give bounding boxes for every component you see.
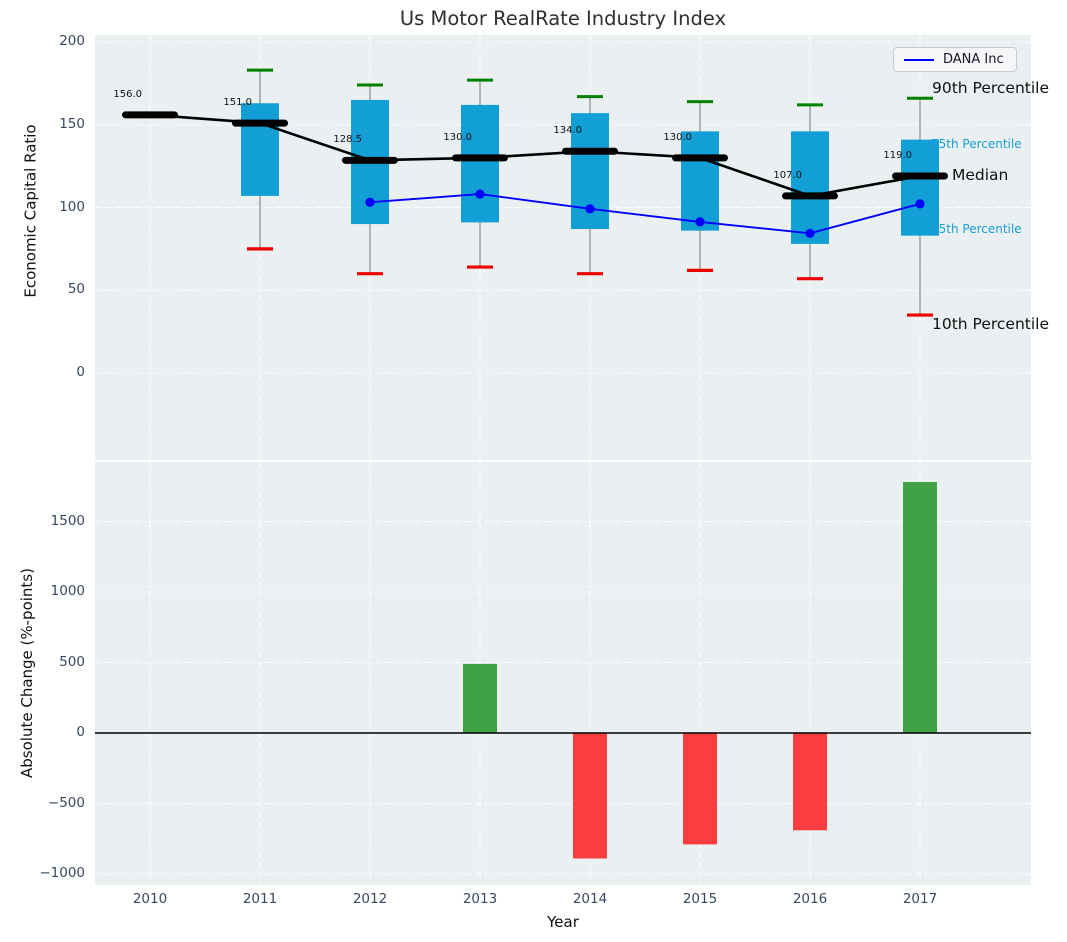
median-annotation: Median [952, 166, 1008, 184]
median-value-label: 130.0 [412, 132, 472, 143]
iqr-box [681, 131, 719, 230]
x-tick-label: 2010 [110, 891, 190, 907]
y-tick-label: 1500 [25, 513, 85, 529]
change-bar [903, 482, 937, 733]
median-segment [672, 154, 728, 161]
y-tick-label: 0 [25, 724, 85, 740]
y-tick-label: 200 [25, 33, 85, 49]
change-bar [793, 733, 827, 830]
figure: Us Motor RealRate Industry Index Economi… [0, 0, 1067, 942]
y-tick-label: 150 [25, 116, 85, 132]
x-tick-label: 2017 [880, 891, 960, 907]
p90-annotation: 90th Percentile [932, 79, 1049, 97]
median-segment [562, 148, 618, 155]
x-tick-label: 2012 [330, 891, 410, 907]
x-tick-label: 2011 [220, 891, 300, 907]
iqr-box [461, 105, 499, 223]
p10-annotation: 10th Percentile [932, 315, 1049, 333]
y-tick-label: −1000 [25, 865, 85, 881]
median-segment [232, 120, 288, 127]
change-bar [463, 664, 497, 733]
chart-title: Us Motor RealRate Industry Index [60, 7, 1066, 30]
dana-marker [805, 229, 814, 238]
median-segment [122, 111, 178, 118]
median-value-label: 107.0 [742, 170, 802, 181]
median-value-label: 156.0 [82, 89, 142, 100]
legend: DANA Inc [893, 47, 1017, 72]
y-tick-label: −500 [25, 795, 85, 811]
dana-line-sample [904, 59, 934, 61]
absolute-change-panel [95, 462, 1031, 885]
p25-annotation: 25th Percentile [931, 222, 1022, 236]
dana-marker [365, 198, 374, 207]
dana-marker [915, 199, 924, 208]
median-segment [782, 192, 838, 199]
dana-marker [475, 189, 484, 198]
dana-line [370, 194, 920, 233]
x-tick-label: 2013 [440, 891, 520, 907]
dana-marker [585, 204, 594, 213]
change-bar [683, 733, 717, 844]
x-tick-label: 2014 [550, 891, 630, 907]
median-segment [892, 173, 948, 180]
dana-marker [695, 217, 704, 226]
median-value-label: 134.0 [522, 125, 582, 136]
y-tick-label: 50 [25, 281, 85, 297]
legend-label: DANA Inc [943, 52, 1004, 67]
iqr-box [791, 131, 829, 244]
y-tick-label: 100 [25, 199, 85, 215]
median-value-label: 151.0 [192, 97, 252, 108]
x-tick-label: 2016 [770, 891, 850, 907]
change-bar [573, 733, 607, 858]
median-value-label: 130.0 [632, 132, 692, 143]
y-tick-label: 0 [25, 364, 85, 380]
median-value-label: 119.0 [852, 150, 912, 161]
x-axis-label: Year [523, 913, 603, 931]
x-tick-label: 2015 [660, 891, 740, 907]
y-tick-label: 1000 [25, 583, 85, 599]
p75-annotation: 75th Percentile [931, 137, 1022, 151]
iqr-box [241, 103, 279, 196]
median-value-label: 128.5 [302, 134, 362, 145]
chart-canvas [95, 462, 1031, 885]
median-segment [342, 157, 398, 164]
median-segment [452, 154, 508, 161]
y-tick-label: 500 [25, 654, 85, 670]
